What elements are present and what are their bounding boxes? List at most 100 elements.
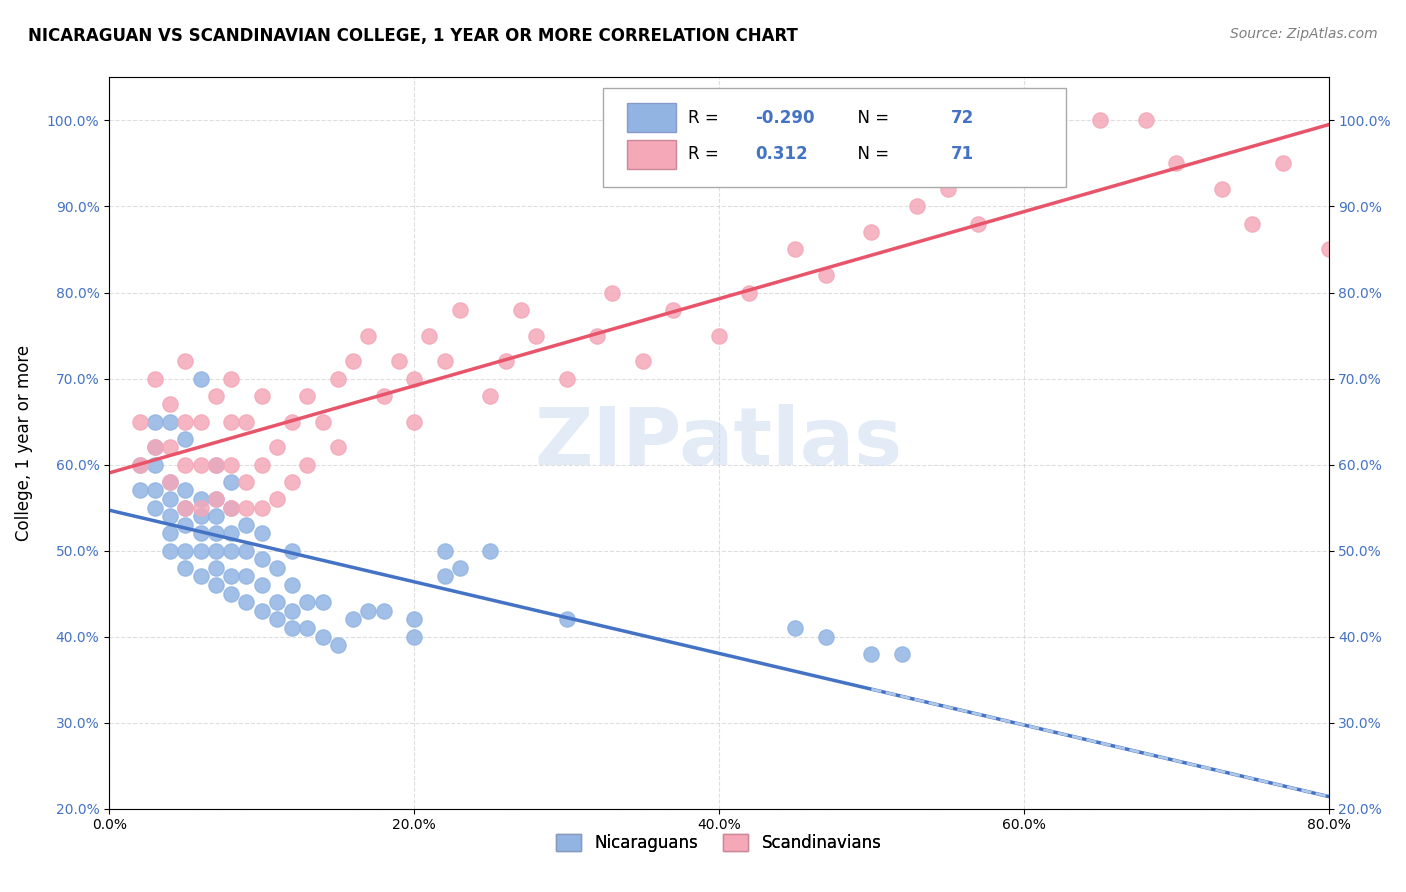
Point	[631, 354, 654, 368]
Point	[174, 432, 197, 446]
Point	[174, 354, 197, 368]
Point	[219, 415, 242, 429]
Point	[860, 647, 883, 661]
Point	[342, 354, 364, 368]
Point	[555, 371, 578, 385]
Point	[449, 302, 471, 317]
Point	[479, 543, 502, 558]
Point	[785, 243, 807, 257]
Point	[159, 475, 181, 489]
Point	[219, 526, 242, 541]
Point	[159, 415, 181, 429]
Point	[967, 217, 990, 231]
Point	[326, 371, 349, 385]
Point	[128, 415, 150, 429]
Point	[235, 415, 257, 429]
Point	[1088, 113, 1111, 128]
Point	[311, 415, 333, 429]
Point	[250, 578, 273, 592]
Point	[586, 328, 609, 343]
Legend: Nicaraguans, Scandinavians: Nicaraguans, Scandinavians	[550, 828, 889, 859]
Point	[159, 475, 181, 489]
Point	[143, 483, 166, 498]
Point	[449, 561, 471, 575]
Point	[433, 543, 456, 558]
Point	[190, 415, 212, 429]
Point	[250, 458, 273, 472]
Point	[219, 475, 242, 489]
Point	[235, 595, 257, 609]
Point	[404, 612, 426, 626]
Point	[205, 491, 228, 506]
Point	[235, 500, 257, 515]
Point	[143, 371, 166, 385]
Point	[190, 543, 212, 558]
Point	[404, 415, 426, 429]
Point	[785, 621, 807, 635]
Point	[143, 500, 166, 515]
Point	[219, 500, 242, 515]
Text: ZIPatlas: ZIPatlas	[534, 404, 903, 482]
Point	[219, 500, 242, 515]
Point	[235, 517, 257, 532]
Text: 72: 72	[950, 109, 974, 127]
Point	[814, 630, 837, 644]
Point	[936, 182, 959, 196]
Point	[495, 354, 517, 368]
Point	[266, 612, 288, 626]
Point	[250, 526, 273, 541]
Point	[205, 491, 228, 506]
Point	[266, 595, 288, 609]
Point	[205, 543, 228, 558]
Point	[281, 543, 304, 558]
Point	[433, 569, 456, 583]
Point	[174, 483, 197, 498]
Text: Source: ZipAtlas.com: Source: ZipAtlas.com	[1230, 27, 1378, 41]
Point	[128, 483, 150, 498]
Point	[311, 630, 333, 644]
Point	[1043, 130, 1066, 145]
Point	[524, 328, 547, 343]
Point	[1317, 243, 1340, 257]
Text: R =: R =	[689, 109, 724, 127]
Point	[190, 569, 212, 583]
Point	[219, 569, 242, 583]
Text: R =: R =	[689, 145, 724, 163]
Point	[266, 491, 288, 506]
Point	[250, 389, 273, 403]
Point	[357, 328, 380, 343]
Point	[1135, 113, 1157, 128]
Point	[250, 500, 273, 515]
Point	[281, 604, 304, 618]
Point	[860, 225, 883, 239]
Point	[205, 578, 228, 592]
Text: NICARAGUAN VS SCANDINAVIAN COLLEGE, 1 YEAR OR MORE CORRELATION CHART: NICARAGUAN VS SCANDINAVIAN COLLEGE, 1 YE…	[28, 27, 799, 45]
Point	[555, 612, 578, 626]
Point	[174, 458, 197, 472]
Point	[205, 458, 228, 472]
Point	[205, 561, 228, 575]
Point	[890, 647, 912, 661]
Point	[190, 509, 212, 524]
Point	[373, 389, 395, 403]
Point	[205, 509, 228, 524]
Point	[281, 415, 304, 429]
Point	[357, 604, 380, 618]
Point	[297, 595, 319, 609]
Point	[1166, 156, 1188, 170]
Text: N =: N =	[846, 109, 894, 127]
Bar	[627, 139, 676, 169]
Point	[190, 458, 212, 472]
Point	[281, 621, 304, 635]
Point	[159, 526, 181, 541]
Point	[235, 569, 257, 583]
Point	[143, 441, 166, 455]
Point	[1211, 182, 1233, 196]
Point	[159, 509, 181, 524]
Point	[266, 561, 288, 575]
Point	[311, 595, 333, 609]
Point	[479, 389, 502, 403]
Text: 0.312: 0.312	[755, 145, 808, 163]
Point	[128, 458, 150, 472]
Point	[190, 491, 212, 506]
